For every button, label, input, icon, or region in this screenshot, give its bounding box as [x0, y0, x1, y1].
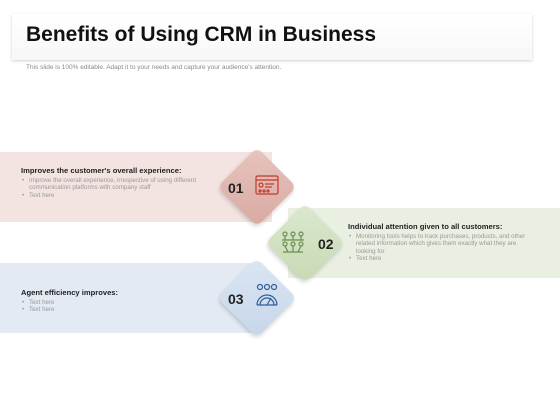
item-3-diamond: 03 — [217, 258, 297, 338]
item-3-heading: Agent efficiency improves: — [21, 288, 119, 297]
item-3-band — [0, 263, 262, 333]
item-1-diamond: 01 — [217, 147, 297, 227]
agent-performance-gauge-icon — [256, 283, 278, 306]
item-2-heading: Individual attention given to all custom… — [348, 222, 503, 231]
item-2-text: Individual attention given to all custom… — [348, 222, 534, 262]
page-subtitle: This slide is 100% editable. Adapt it to… — [26, 64, 282, 71]
item-1-bullet: Improve the overall experience, irrespec… — [21, 177, 209, 192]
item-2-bullet: Monitoring tools helps to track purchase… — [348, 233, 534, 255]
item-1-bullet: Text here — [21, 192, 209, 200]
customer-network-icon — [282, 231, 304, 253]
item-1-heading: Improves the customer's overall experien… — [21, 166, 182, 175]
item-1-number: 01 — [228, 180, 244, 196]
item-3-text: Agent efficiency improves: Text here Tex… — [21, 288, 201, 314]
item-3-bullet: Text here — [21, 299, 201, 307]
item-1-bullets: Improve the overall experience, irrespec… — [21, 177, 209, 199]
page-title: Benefits of Using CRM in Business — [26, 23, 377, 46]
item-2-bullets: Monitoring tools helps to track purchase… — [348, 233, 534, 262]
crm-dashboard-icon — [255, 175, 279, 195]
item-2-number: 02 — [318, 236, 334, 252]
title-bar — [12, 14, 532, 60]
item-3-bullet: Text here — [21, 306, 201, 314]
item-2-diamond: 02 — [265, 203, 345, 283]
item-2-bullet: Text here — [348, 255, 534, 263]
item-1-text: Improves the customer's overall experien… — [21, 166, 209, 199]
item-3-bullets: Text here Text here — [21, 299, 201, 314]
item-3-number: 03 — [228, 291, 244, 307]
